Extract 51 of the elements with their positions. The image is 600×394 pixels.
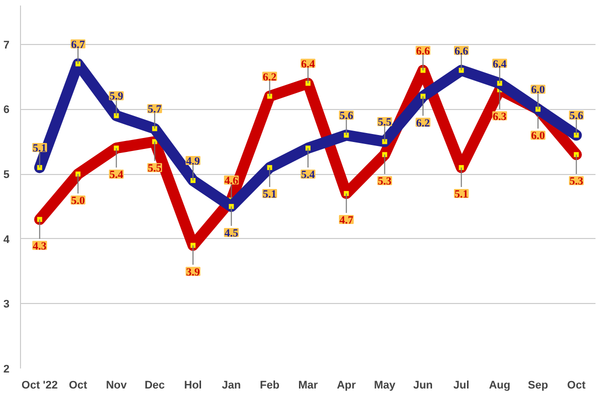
x-tick-label: Mar: [298, 380, 318, 392]
data-label: 4.6: [224, 174, 239, 187]
data-label: 5.0: [71, 195, 86, 208]
x-tick-label: Jan: [222, 380, 242, 392]
x-tick-label: Oct '22: [22, 380, 58, 392]
data-label: 6.7: [71, 38, 86, 51]
data-label: 6.4: [301, 58, 316, 70]
x-tick-label: Apr: [336, 380, 357, 392]
data-label: 3.9: [186, 266, 200, 278]
data-label: 5.5: [378, 116, 392, 129]
data-label: 4.9: [186, 156, 200, 168]
data-label: 4.5: [224, 227, 239, 240]
x-tick-label: May: [374, 380, 396, 392]
x-tick-label: Aug: [488, 380, 510, 392]
data-label: 4.7: [339, 214, 354, 226]
data-label: 5.1: [262, 188, 277, 201]
data-label: 5.4: [301, 169, 316, 182]
y-tick-label: 7: [3, 39, 10, 52]
x-tick-label: Jul: [453, 380, 470, 392]
data-label: 5.5: [148, 162, 162, 175]
y-tick-label: 2: [3, 364, 10, 376]
y-tick-label: 3: [3, 298, 10, 311]
x-tick-label: Dec: [144, 380, 165, 392]
data-label: 5.7: [148, 104, 162, 116]
data-label: 5.4: [109, 169, 124, 182]
y-tick-label: 4: [3, 234, 10, 246]
data-label: 6.0: [531, 130, 546, 142]
data-label: 5.3: [569, 176, 584, 188]
data-label: 5.6: [339, 110, 354, 122]
x-tick-label: Sep: [528, 380, 548, 392]
y-tick-label: 5: [3, 169, 10, 182]
x-tick-label: Jun: [413, 380, 434, 392]
data-label: 6.0: [531, 84, 546, 96]
data-label: 5.3: [378, 176, 392, 188]
y-tick-label: 6: [3, 104, 10, 116]
x-tick-label: Oct: [68, 380, 88, 392]
data-label: 6.3: [492, 110, 508, 123]
data-label: 6.2: [262, 71, 278, 84]
x-tick-label: Hol: [184, 380, 202, 392]
data-label: 6.2: [416, 117, 430, 130]
data-label: 6.6: [454, 45, 469, 58]
x-tick-label: Nov: [106, 380, 128, 392]
data-label: 5.9: [109, 90, 124, 103]
data-label: 4.3: [32, 240, 48, 252]
data-label: 5.1: [32, 142, 47, 155]
data-label: 5.1: [454, 188, 468, 201]
data-label: 6.4: [492, 58, 508, 70]
x-tick-label: Feb: [260, 380, 280, 392]
data-label: 5.6: [569, 110, 584, 122]
x-tick-label: Oct: [567, 380, 586, 392]
data-label: 6.6: [416, 45, 430, 58]
